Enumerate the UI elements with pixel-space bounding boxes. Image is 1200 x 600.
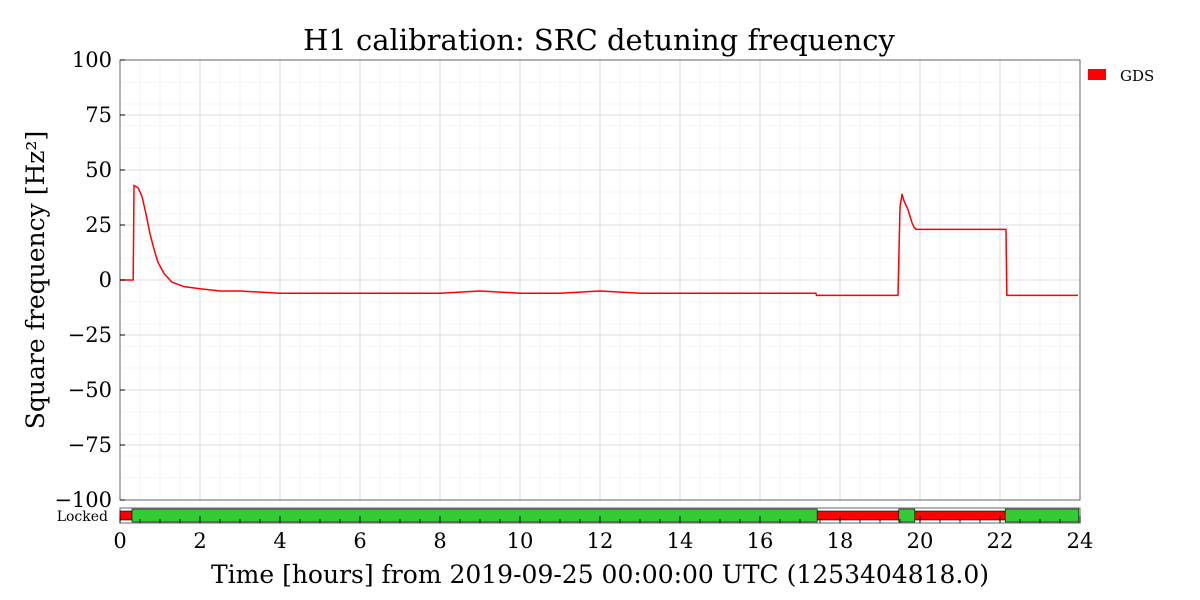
y-tick-label: −25 [68,323,112,347]
chart-title: H1 calibration: SRC detuning frequency [303,23,895,57]
x-tick-label: 18 [827,529,854,553]
segment-on [898,508,916,523]
y-tick-label: −50 [68,378,112,402]
series-layer [120,184,1078,297]
segment-on [131,508,818,523]
x-tick-label: 2 [193,529,206,553]
x-tick-label: 16 [747,529,774,553]
x-tick-label: 22 [987,529,1014,553]
x-axis-label: Time [hours] from 2019-09-25 00:00:00 UT… [211,560,989,589]
segment-off [816,510,900,521]
y-tick-label: 0 [99,268,112,292]
segment-label: Locked [57,509,108,525]
legend-swatch-gds [1088,69,1106,80]
x-tick-label: 0 [113,529,126,553]
x-tick-label: 4 [273,529,286,553]
segment-on [1004,508,1080,523]
y-tick-label: 50 [85,158,112,182]
y-tick-label: 100 [72,48,112,72]
segment-off [119,510,133,521]
x-axis: 0 2 4 6 8 10 12 14 16 18 20 22 24 [113,516,1093,553]
x-tick-label: 24 [1067,529,1094,553]
y-axis: 100 75 50 25 0 −25 −50 −75 −100 [54,48,125,512]
x-tick-label: 12 [587,529,614,553]
y-axis-label: Square frequency [Hz²] [21,131,50,429]
grid [120,60,1080,500]
x-tick-label: 10 [507,529,534,553]
y-tick-label: 75 [85,103,112,127]
legend: GDS [1088,67,1154,85]
y-tick-label: −75 [68,433,112,457]
series-line-gds [120,184,1078,297]
x-tick-label: 14 [667,529,694,553]
x-tick-label: 20 [907,529,934,553]
x-tick-label: 6 [353,529,366,553]
segment-off [914,510,1006,521]
x-tick-label: 8 [433,529,446,553]
y-tick-label: −100 [54,488,112,512]
y-tick-label: 25 [85,213,112,237]
legend-label-gds: GDS [1120,67,1154,85]
